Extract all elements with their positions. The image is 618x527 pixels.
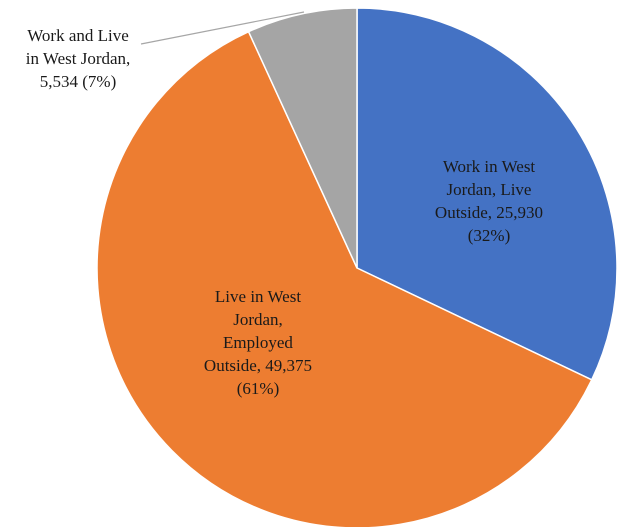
data-label-live-in-employed-outside: Live in West Jordan, Employed Outside, 49,3…	[204, 287, 312, 398]
slice-work-and-live	[247, 7, 358, 269]
data-label-line: Employed	[223, 333, 293, 352]
data-label-line: Live in West	[215, 287, 301, 306]
data-label-line: Jordan,	[233, 310, 283, 329]
data-label-line: (61%)	[237, 379, 279, 398]
data-label-line: Work and Live	[27, 26, 129, 45]
pie-labels: Work in West Jordan, Live Outside, 25,930 (…	[26, 26, 543, 398]
data-label-line: (32%)	[468, 226, 510, 245]
leader-line-work-and-live	[140, 11, 305, 45]
data-label-line: Outside, 25,930	[435, 203, 543, 222]
slice-live-in-employed-outside	[96, 30, 593, 527]
data-label-line: 5,534 (7%)	[40, 72, 116, 91]
pie-slices	[96, 7, 618, 527]
data-label-line: Jordan, Live	[447, 180, 532, 199]
data-label-work-and-live: Work and Live in West Jordan, 5,534 (7%)	[26, 26, 131, 91]
data-label-work-in-live-outside: Work in West Jordan, Live Outside, 25,930 (…	[435, 157, 543, 245]
data-label-line: Work in West	[443, 157, 536, 176]
data-label-line: in West Jordan,	[26, 49, 131, 68]
data-label-line: Outside, 49,375	[204, 356, 312, 375]
slice-work-in-live-outside	[356, 7, 618, 381]
